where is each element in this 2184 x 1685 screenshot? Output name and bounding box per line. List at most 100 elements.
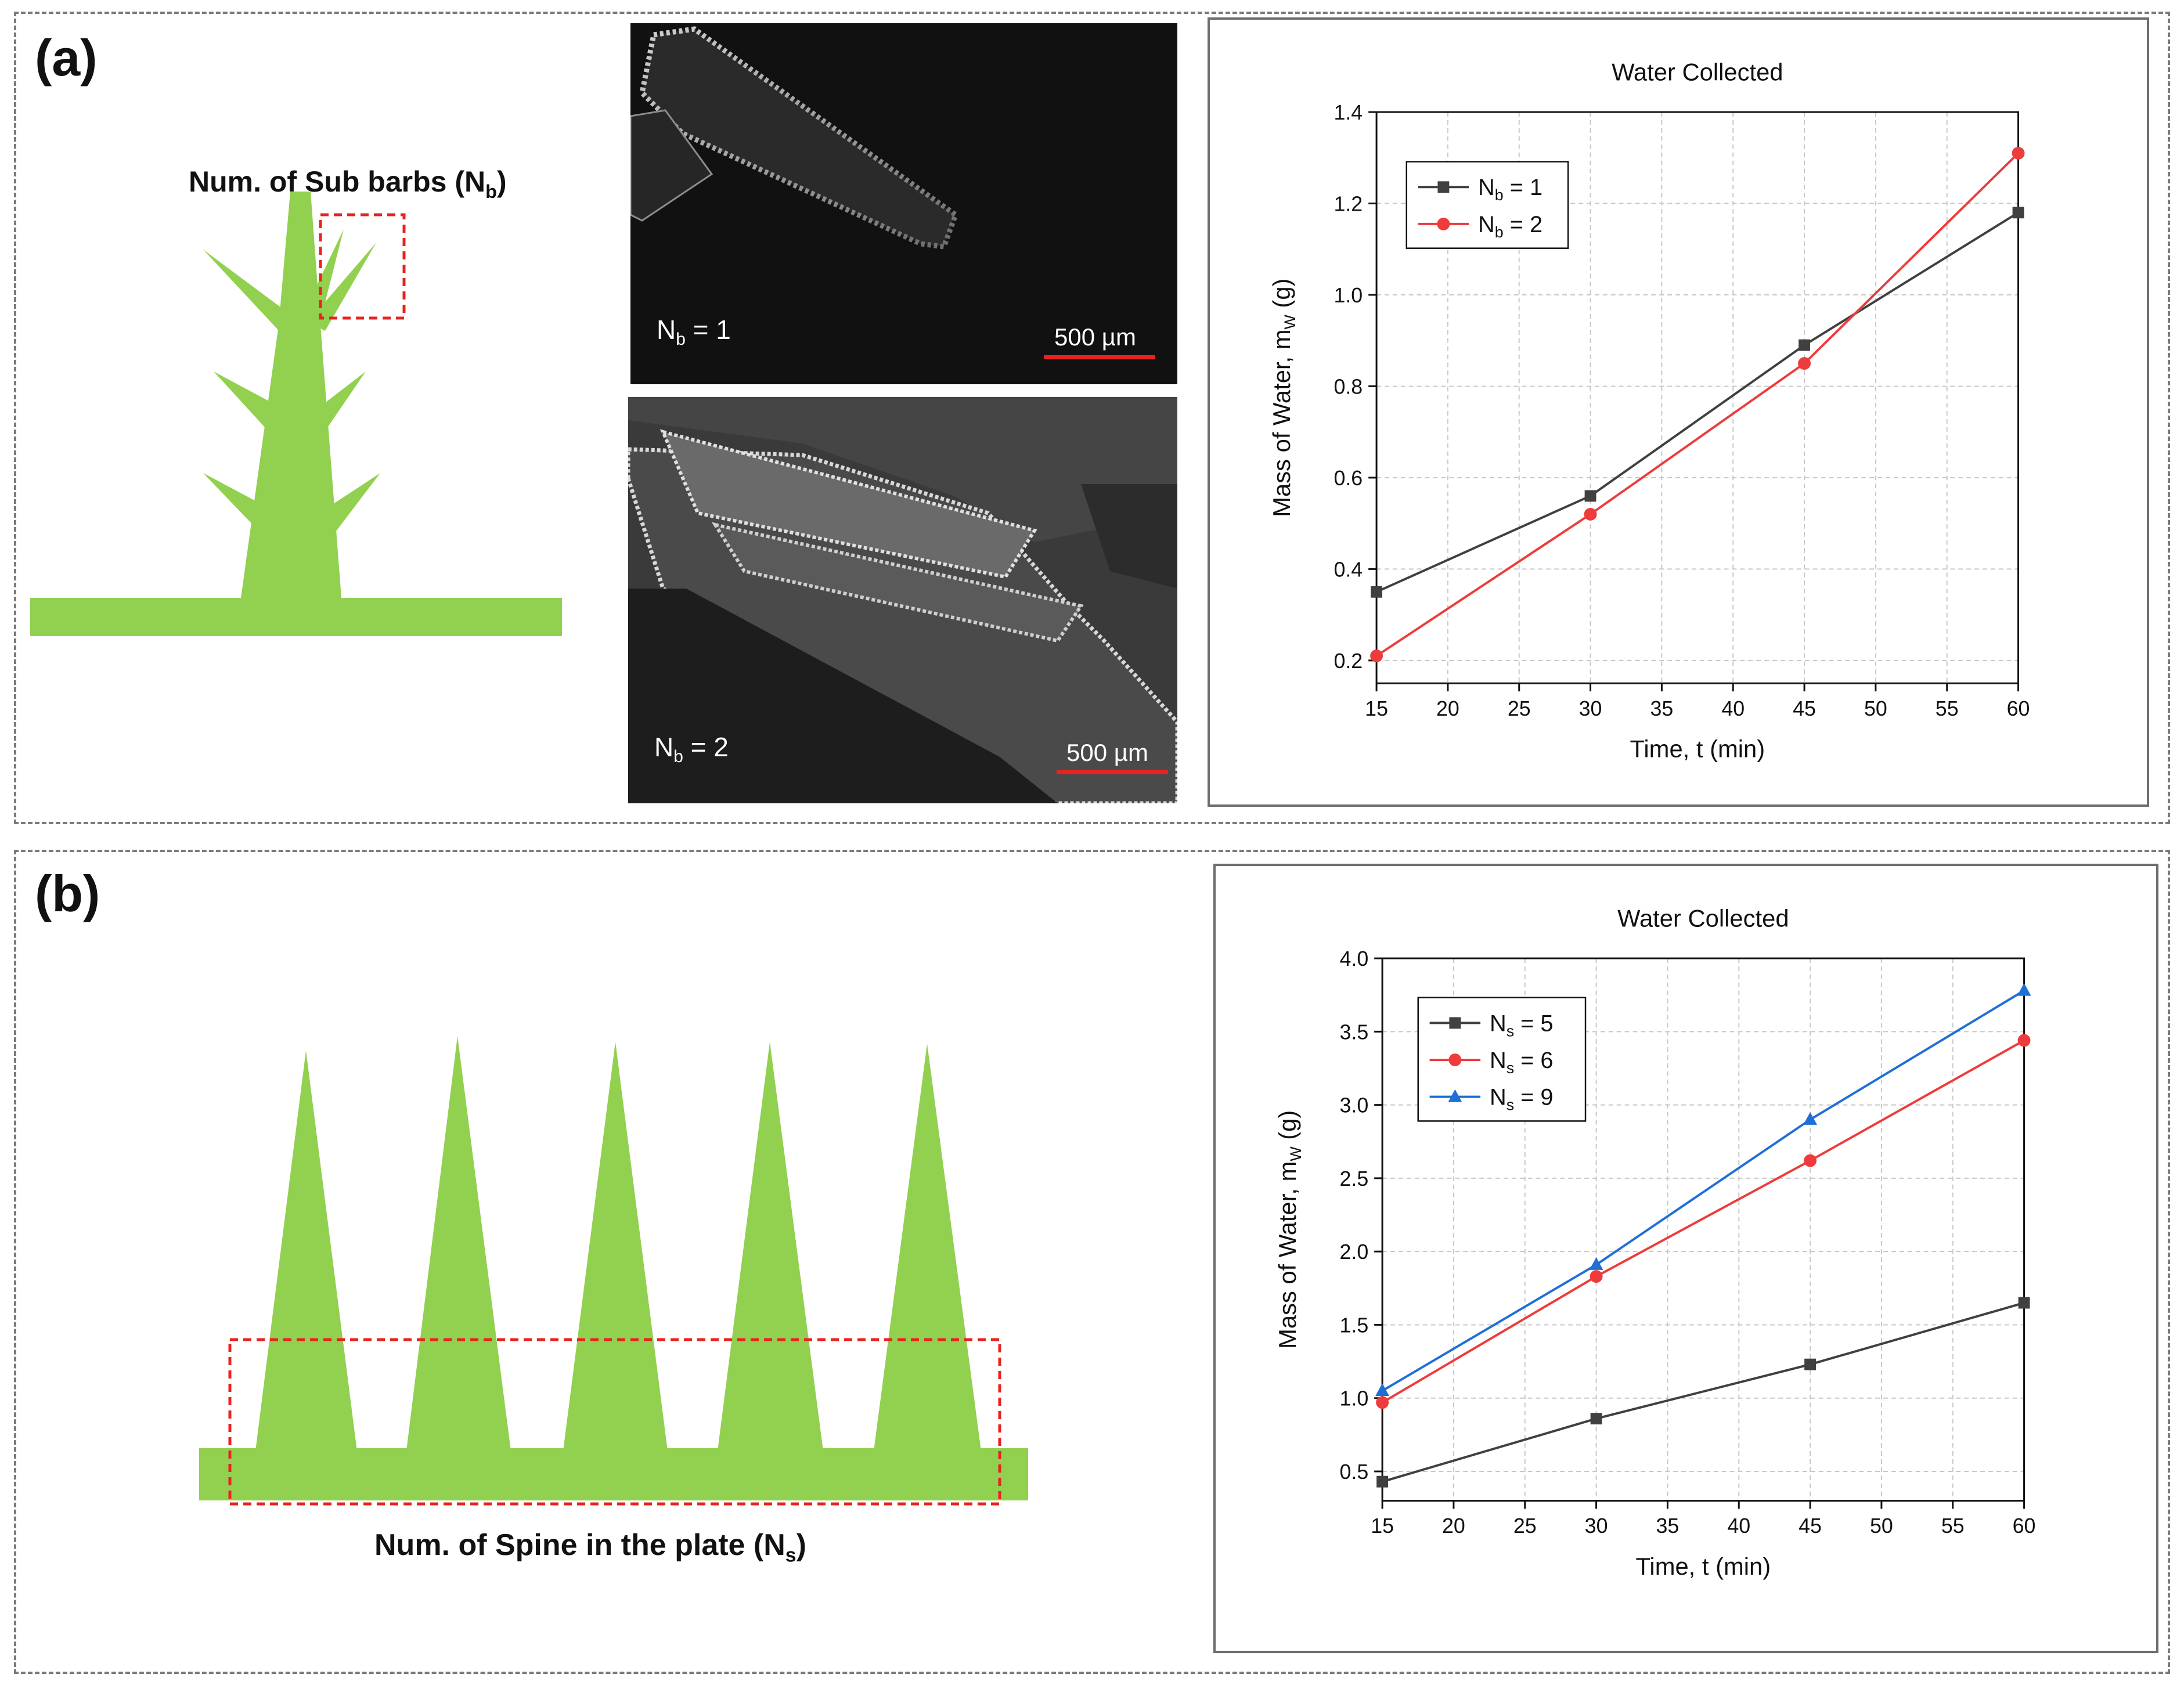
- chart-b-series-line-2: [1382, 989, 2025, 1392]
- chart-a-x-tick-label: 35: [1650, 697, 1673, 720]
- chart-b-series-2: [1375, 983, 2031, 1397]
- chart-a-x-tick-label: 25: [1508, 697, 1531, 720]
- chart-b-x-tick-label: 20: [1442, 1514, 1465, 1538]
- barb-top-tip: [284, 194, 318, 325]
- chart-a-x-tick-label: 15: [1365, 697, 1388, 720]
- chart-b-series-2-point: [1589, 1257, 1603, 1270]
- chart-a-series-1-point: [1584, 507, 1597, 521]
- chart-b: Water Collected 15 20 25 30 35 40 45 50 55 60 0.5 1.…: [1274, 904, 2036, 1580]
- chart-a-y-tick-label: 0.6: [1334, 467, 1363, 490]
- sub-barbs-caption: Num. of Sub barbs (Nb): [189, 167, 507, 201]
- chart-a-x-tick-label: 60: [2007, 697, 2030, 720]
- panel-b-label: (b): [35, 865, 100, 922]
- chart-b-series-2-point: [2017, 983, 2031, 996]
- chart-a-box: Water Collected 15 20 25 30 35 40 45 50 55 60 0.2 0.…: [1208, 17, 2149, 807]
- spine-5: [874, 1044, 981, 1451]
- barb-sub-tip-2: [308, 243, 376, 331]
- sem-image-nb2: Nb = 2 500 µm: [628, 397, 1177, 803]
- chart-b-series-0-point: [1376, 1475, 1389, 1488]
- sem-image-nb1: Nb = 1 500 µm: [630, 23, 1177, 384]
- chart-b-legend-label-1: Ns = 6: [1490, 1048, 1554, 1077]
- spine-1: [255, 1051, 357, 1451]
- chart-a-legend-label-0: Nb = 1: [1478, 175, 1543, 204]
- chart-a-y-tick-label: 0.8: [1334, 375, 1363, 398]
- chart-a-y-tick-label: 1.4: [1334, 101, 1363, 124]
- chart-b-x-tick-label: 45: [1799, 1514, 1822, 1538]
- chart-b-series-0-point: [1804, 1358, 1817, 1370]
- spines-caption-end: ): [796, 1528, 806, 1562]
- sem-nb1-label-sub: b: [676, 330, 686, 349]
- chart-a-series-line-0: [1376, 211, 2019, 593]
- sem-nb1-scale-bar: [1044, 355, 1155, 359]
- chart-a-x-axis-label: Time, t (min): [1630, 735, 1765, 762]
- sub-barbs-caption-sub: b: [485, 181, 497, 202]
- chart-a-y-tick-label: 1.0: [1334, 284, 1363, 307]
- chart-b-y-tick-label: 3.0: [1340, 1094, 1369, 1117]
- chart-b-y-tick-label: 2.5: [1340, 1167, 1369, 1190]
- chart-a: Water Collected 15 20 25 30 35 40 45 50 55 60 0.2 0.…: [1268, 58, 2030, 762]
- chart-a-series-1-point: [1798, 357, 1811, 370]
- chart-a-legend-marker-1: [1437, 217, 1450, 230]
- sem-nb2-scale-bar: [1057, 770, 1168, 774]
- sem-nb1-label: Nb = 1: [657, 316, 731, 348]
- chart-b-series-line-0: [1382, 1301, 2025, 1483]
- spines-caption-text: Num. of Spine in the plate (N: [374, 1528, 785, 1562]
- chart-b-legend-label-2: Ns = 9: [1490, 1085, 1554, 1114]
- spines-caption-sub: s: [785, 1544, 797, 1567]
- chart-b-x-axis-label: Time, t (min): [1635, 1553, 1771, 1580]
- barb-right-low: [323, 473, 380, 546]
- sub-barbs-caption-end: ): [496, 165, 507, 198]
- chart-a-x-tick-label: 45: [1793, 697, 1816, 720]
- chart-a-x-tick-label: 40: [1721, 697, 1745, 720]
- sem-nb2-label: Nb = 2: [654, 734, 729, 766]
- spine-4: [718, 1042, 823, 1451]
- chart-a-y-tick-label: 1.2: [1334, 192, 1363, 215]
- chart-a-y-tick-label: 0.2: [1334, 650, 1363, 673]
- chart-a-x-tick-label: 50: [1864, 697, 1887, 720]
- chart-b-y-axis-label: Mass of Water, mW (g): [1274, 1110, 1304, 1349]
- chart-b-y-tick-label: 4.0: [1340, 947, 1369, 970]
- chart-b-plot-frame: [1381, 957, 2026, 1502]
- spines-caption: Num. of Spine in the plate (Ns): [374, 1530, 806, 1565]
- spine-3: [563, 1042, 668, 1451]
- chart-a-series-0-point: [1371, 586, 1383, 598]
- chart-a-series-1-point: [1370, 650, 1383, 662]
- barb-right-mid: [318, 371, 366, 441]
- sub-barb-highlight-box: [319, 213, 406, 320]
- chart-a-series-1: [1370, 146, 2025, 662]
- barb-sub-tip-1: [302, 229, 344, 325]
- barb-left-mid: [214, 371, 279, 441]
- panel-a: [14, 12, 2170, 824]
- chart-b-box: Water Collected 15 20 25 30 35 40 45 50 55 60 0.5 1.…: [1213, 864, 2158, 1653]
- chart-b-y-tick-label: 2.0: [1340, 1240, 1369, 1264]
- sem-nb2-label-value: = 2: [683, 732, 729, 762]
- chart-b-x-tick-label: 40: [1727, 1514, 1750, 1538]
- chart-a-legend: Nb = 1 Nb = 2: [1405, 161, 1569, 249]
- chart-b-legend: Ns = 5 Ns = 6 Ns = 9: [1417, 997, 1587, 1122]
- sub-barbs-caption-text: Num. of Sub barbs (N: [189, 165, 486, 198]
- panel-b: [14, 850, 2170, 1674]
- chart-a-series-line-1: [1375, 152, 2019, 657]
- chart-b-y-tick-label: 1.5: [1340, 1314, 1369, 1337]
- chart-b-legend-label-0: Ns = 5: [1490, 1011, 1554, 1040]
- sub-barbs-diagram: [30, 192, 562, 636]
- chart-a-x-tick-label: 55: [1936, 697, 1959, 720]
- chart-a-series-1-point: [2012, 146, 2025, 160]
- chart-b-series-0-point: [2018, 1297, 2030, 1309]
- chart-b-series-1-point: [2017, 1034, 2031, 1047]
- chart-b-series-2-point: [1803, 1112, 1817, 1125]
- chart-a-y-tick-label: 0.4: [1334, 558, 1363, 581]
- chart-b-series-1: [1376, 1034, 2031, 1409]
- chart-b-x-tick-label: 15: [1371, 1514, 1394, 1538]
- sem-nb2-scale-text: 500 µm: [1066, 739, 1148, 766]
- sem-barb-nb2: [628, 397, 1177, 803]
- chart-b-x-tick-label: 60: [2013, 1514, 2036, 1538]
- chart-a-legend-box: [1405, 161, 1569, 249]
- chart-b-x-tick-label: 30: [1585, 1514, 1608, 1538]
- chart-b-legend-marker-2: [1448, 1089, 1462, 1102]
- sem-barb-nb1: [630, 26, 959, 250]
- barb-left-tip: [203, 250, 301, 354]
- chart-b-x-tick-label: 55: [1941, 1514, 1965, 1538]
- spine-plate: [199, 1448, 1028, 1500]
- sem-nb2-label-sub: b: [673, 747, 683, 767]
